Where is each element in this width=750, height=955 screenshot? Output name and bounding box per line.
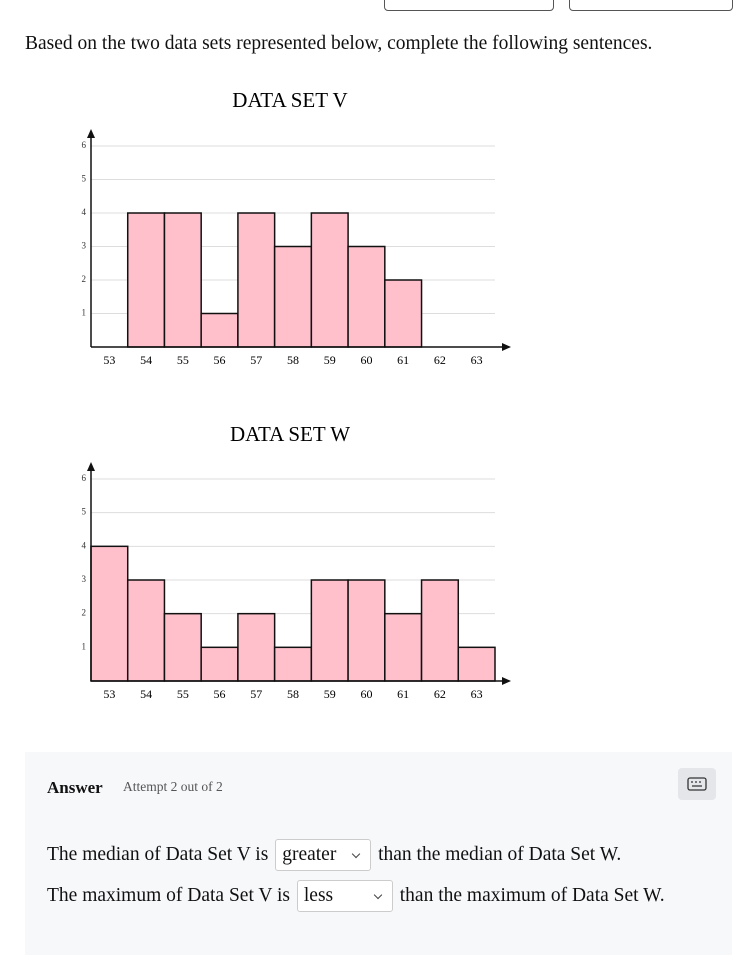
x-tick-label: 61	[397, 687, 409, 701]
x-tick-label: 55	[177, 353, 189, 367]
bar	[384, 612, 423, 682]
x-axis-arrow	[502, 677, 511, 685]
bar	[90, 545, 129, 682]
x-tick-label: 54	[140, 353, 152, 367]
x-tick-label: 56	[214, 353, 226, 367]
y-axis-arrow	[87, 129, 95, 138]
x-axis-arrow	[502, 343, 511, 351]
bar	[163, 212, 202, 348]
x-tick-label: 59	[324, 353, 336, 367]
x-tick-label: 60	[360, 353, 372, 367]
y-tick-label: 6	[82, 140, 87, 150]
x-tick-label: 62	[434, 687, 446, 701]
y-tick-label: 5	[82, 507, 87, 517]
x-tick-label: 53	[103, 353, 115, 367]
bar	[457, 646, 496, 682]
keyboard-icon	[687, 777, 707, 791]
top-button[interactable]	[384, 0, 554, 11]
sentence-text: than the maximum of Data Set W.	[399, 885, 665, 906]
x-tick-label: 58	[287, 687, 299, 701]
bar	[273, 245, 313, 348]
bar	[200, 312, 239, 348]
y-tick-label: 6	[82, 473, 87, 483]
bar	[420, 579, 460, 682]
bar	[126, 579, 166, 682]
bar	[347, 579, 386, 682]
x-tick-label: 60	[360, 687, 372, 701]
y-tick-label: 1	[82, 308, 87, 318]
chart-title: DATA SET V	[232, 88, 347, 112]
bar	[126, 212, 166, 348]
answer-heading: Answer	[47, 778, 103, 797]
bar	[237, 212, 276, 348]
x-tick-label: 62	[434, 353, 446, 367]
bar	[384, 279, 423, 348]
sentence-text: The maximum of Data Set V is	[47, 885, 290, 906]
x-tick-label: 58	[287, 353, 299, 367]
answer-panel: Answer Attempt 2 out of 2 The median of …	[25, 752, 732, 955]
x-tick-label: 61	[397, 353, 409, 367]
instruction: Based on the two data sets represented b…	[25, 33, 653, 54]
dropdown[interactable]: greater	[275, 839, 372, 871]
y-tick-label: 1	[82, 641, 87, 651]
top-button[interactable]	[569, 0, 733, 11]
x-tick-label: 53	[103, 687, 115, 701]
keyboard-button[interactable]	[678, 768, 716, 800]
attempt-info: Attempt 2 out of 2	[123, 779, 223, 794]
bar	[200, 646, 239, 682]
bar	[273, 646, 313, 682]
x-tick-label: 57	[250, 353, 262, 367]
dropdown[interactable]: less	[296, 880, 393, 912]
y-axis-arrow	[87, 462, 95, 471]
bar	[237, 612, 276, 682]
y-tick-label: 3	[82, 574, 87, 584]
sentence-text: The median of Data Set V is	[47, 844, 269, 865]
chart-title: DATA SET W	[230, 422, 350, 446]
y-tick-label: 2	[82, 274, 87, 284]
y-tick-label: 5	[82, 174, 87, 184]
bar	[347, 245, 386, 348]
y-tick-label: 4	[82, 207, 87, 217]
bar	[163, 612, 202, 682]
sentences: The median of Data Set V is greater than…	[47, 834, 707, 916]
x-tick-label: 63	[471, 353, 483, 367]
x-tick-label: 56	[214, 687, 226, 701]
x-tick-label: 59	[324, 687, 336, 701]
bar	[310, 579, 349, 682]
x-tick-label: 54	[140, 687, 152, 701]
y-tick-label: 4	[82, 540, 87, 550]
x-tick-label: 55	[177, 687, 189, 701]
bar	[310, 212, 349, 348]
x-tick-label: 63	[471, 687, 483, 701]
y-tick-label: 2	[82, 608, 87, 618]
x-tick-label: 57	[250, 687, 262, 701]
y-tick-label: 3	[82, 241, 87, 251]
sentence-text: than the median of Data Set W.	[378, 844, 622, 865]
